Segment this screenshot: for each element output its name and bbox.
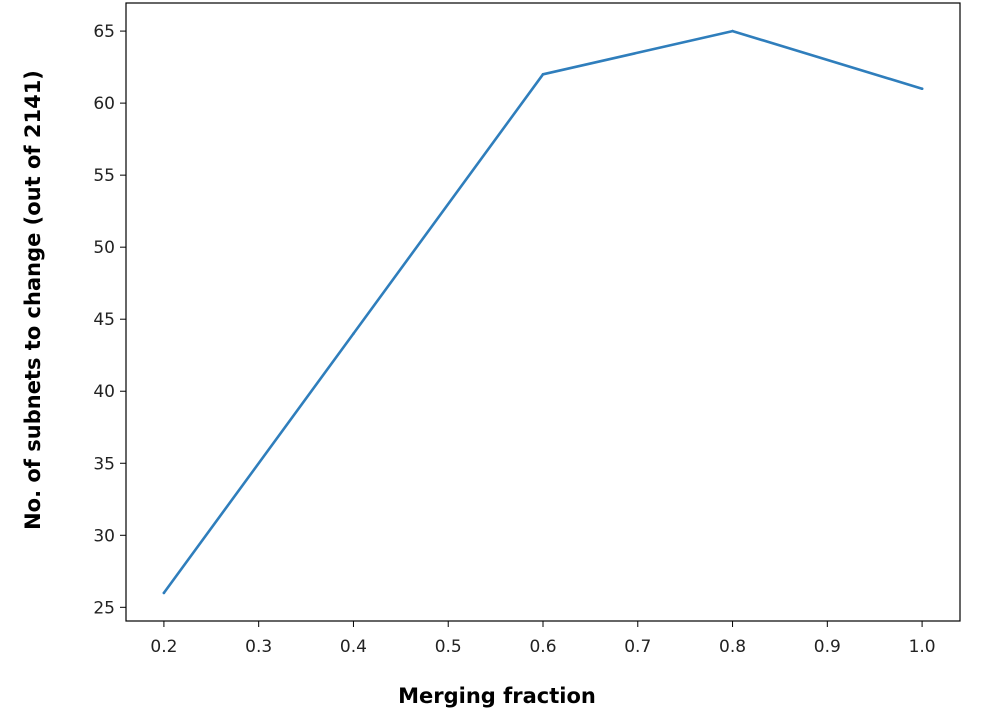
data-point	[162, 591, 166, 595]
data-point	[731, 29, 734, 33]
series-layer	[162, 29, 924, 595]
y-tick-label: 35	[93, 454, 115, 474]
x-axis-ticks: 0.2 0.3 0.4 0.5 0.6 0.7 0.8 0.9 1.0	[150, 621, 936, 657]
x-tick-label: 0.7	[624, 637, 651, 657]
x-tick-label: 0.9	[814, 637, 841, 657]
x-tick-label: 0.6	[529, 637, 556, 657]
y-tick-label: 50	[93, 238, 115, 258]
y-tick-label: 55	[93, 166, 115, 186]
x-tick-label: 1.0	[909, 637, 936, 657]
series-line	[162, 29, 924, 595]
data-point	[352, 332, 355, 335]
y-axis-title: No. of subnets to change (out of 2141)	[21, 70, 45, 530]
y-tick-label: 25	[93, 598, 115, 618]
x-tick-label: 0.8	[719, 637, 746, 657]
y-tick-label: 30	[93, 526, 115, 546]
y-tick-label: 60	[93, 94, 115, 114]
plot-area-frame	[125, 2, 961, 622]
y-tick-label: 65	[93, 22, 115, 42]
data-point	[541, 73, 545, 76]
data-point	[920, 87, 924, 91]
x-tick-label: 0.3	[245, 637, 272, 657]
y-axis-ticks: 25 30 35 40 45 50 55 60 65	[93, 22, 126, 618]
x-tick-label: 0.2	[150, 637, 177, 657]
x-tick-label: 0.5	[435, 637, 462, 657]
y-tick-label: 40	[93, 382, 115, 402]
x-tick-label: 0.4	[340, 637, 367, 657]
x-axis-title: Merging fraction	[398, 684, 596, 708]
y-tick-label: 45	[93, 310, 115, 330]
